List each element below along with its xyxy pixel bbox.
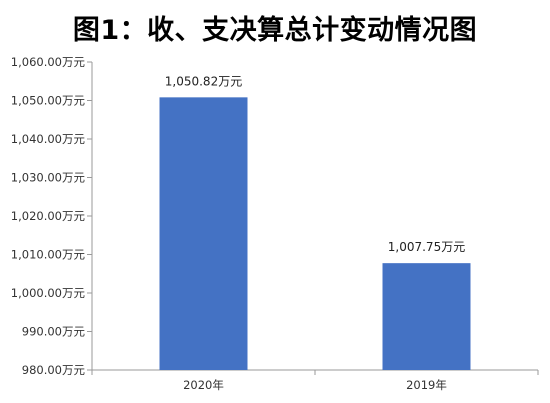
y-tick-label: 990.00万元	[22, 325, 86, 339]
y-tick-label: 1,040.00万元	[11, 132, 86, 146]
y-tick-label: 1,010.00万元	[11, 248, 86, 262]
y-tick-label: 1,050.00万元	[11, 94, 86, 108]
x-tick-label: 2020年	[183, 378, 224, 392]
data-label: 1,050.82万元	[165, 74, 242, 88]
chart-title: 图1：收、支决算总计变动情况图	[72, 15, 478, 46]
data-label: 1,007.75万元	[388, 240, 465, 254]
y-tick-label: 1,030.00万元	[11, 171, 86, 185]
y-tick-label: 980.00万元	[22, 363, 86, 377]
bar	[382, 263, 471, 370]
bar	[159, 97, 248, 370]
y-tick-label: 1,000.00万元	[11, 286, 86, 300]
y-tick-label: 1,060.00万元	[11, 55, 86, 69]
x-tick-label: 2019年	[406, 378, 447, 392]
y-tick-label: 1,020.00万元	[11, 209, 86, 223]
